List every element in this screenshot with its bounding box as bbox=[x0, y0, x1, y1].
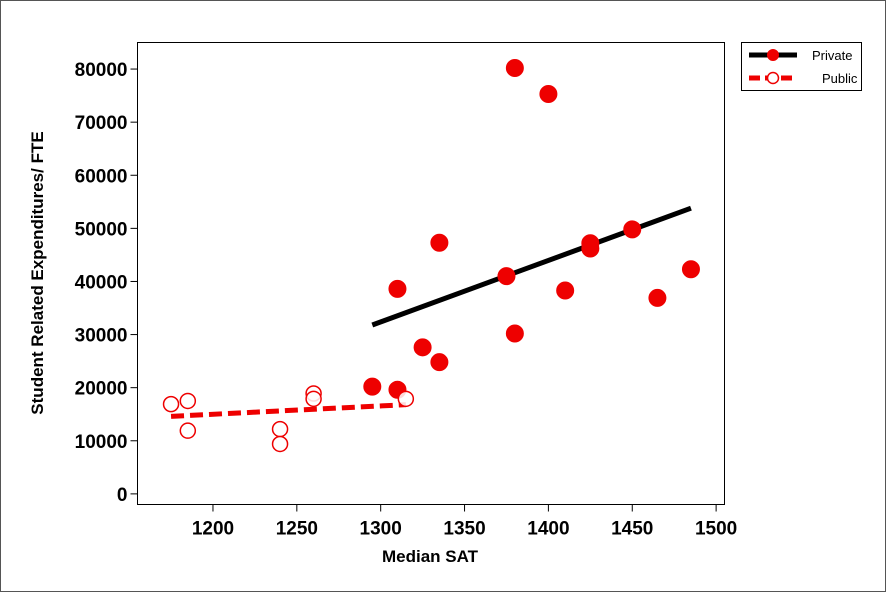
public-data-point bbox=[179, 392, 197, 410]
x-axis-title: Median SAT bbox=[382, 547, 479, 566]
x-axis: 1200 1250 1300 1350 1400 1450 1500 bbox=[192, 504, 737, 540]
x-tick-label: 1200 bbox=[192, 519, 234, 540]
legend-item-private: Private bbox=[749, 48, 852, 63]
private-data-point bbox=[539, 85, 558, 104]
y-tick-label: 70000 bbox=[75, 113, 128, 134]
private-data-point bbox=[388, 279, 407, 298]
legend-box bbox=[741, 42, 862, 91]
legend-private-marker bbox=[767, 49, 779, 61]
x-tick-label: 1450 bbox=[611, 519, 653, 540]
x-tick-label: 1300 bbox=[360, 519, 402, 540]
plot-area bbox=[137, 42, 725, 505]
legend-public-marker bbox=[766, 71, 780, 85]
private-data-point bbox=[430, 353, 449, 372]
private-data-point bbox=[497, 267, 516, 286]
legend: Private Public bbox=[741, 42, 862, 91]
private-data-point bbox=[505, 58, 524, 77]
x-tick-label: 1250 bbox=[276, 519, 318, 540]
private-data-point bbox=[556, 281, 575, 300]
y-tick-label: 20000 bbox=[75, 379, 128, 400]
private-data-point bbox=[581, 239, 600, 258]
private-data-point bbox=[363, 377, 382, 396]
y-tick-label: 50000 bbox=[75, 219, 128, 240]
private-data-point bbox=[623, 220, 642, 239]
legend-private-label: Private bbox=[812, 48, 852, 63]
y-tick-label: 40000 bbox=[75, 272, 128, 293]
y-axis-title: Student Related Expenditures/ FTE bbox=[28, 131, 47, 414]
public-data-point bbox=[162, 395, 180, 413]
y-tick-label: 30000 bbox=[75, 326, 128, 347]
private-data-point bbox=[505, 324, 524, 343]
public-fit-line bbox=[170, 402, 406, 419]
x-tick-label: 1400 bbox=[527, 519, 569, 540]
private-data-point bbox=[413, 338, 432, 357]
private-data-point bbox=[648, 288, 667, 307]
public-data-point bbox=[271, 435, 289, 453]
private-data-point bbox=[681, 260, 700, 279]
x-tick-label: 1350 bbox=[443, 519, 485, 540]
data-points bbox=[162, 58, 700, 453]
y-tick-label: 10000 bbox=[75, 432, 128, 453]
private-data-point bbox=[430, 233, 449, 252]
public-data-point bbox=[305, 390, 322, 408]
legend-item-public: Public bbox=[749, 71, 858, 86]
y-tick-label: 0 bbox=[117, 485, 128, 506]
y-tick-label: 60000 bbox=[75, 166, 128, 187]
public-data-point bbox=[397, 390, 415, 408]
legend-public-label: Public bbox=[822, 71, 858, 86]
x-tick-label: 1500 bbox=[695, 519, 737, 540]
y-axis: 0 10000 20000 30000 40000 50000 60000 70000 8000… bbox=[75, 60, 138, 506]
y-tick-label: 80000 bbox=[75, 60, 128, 81]
public-data-point bbox=[271, 420, 289, 438]
public-data-point bbox=[179, 422, 197, 439]
